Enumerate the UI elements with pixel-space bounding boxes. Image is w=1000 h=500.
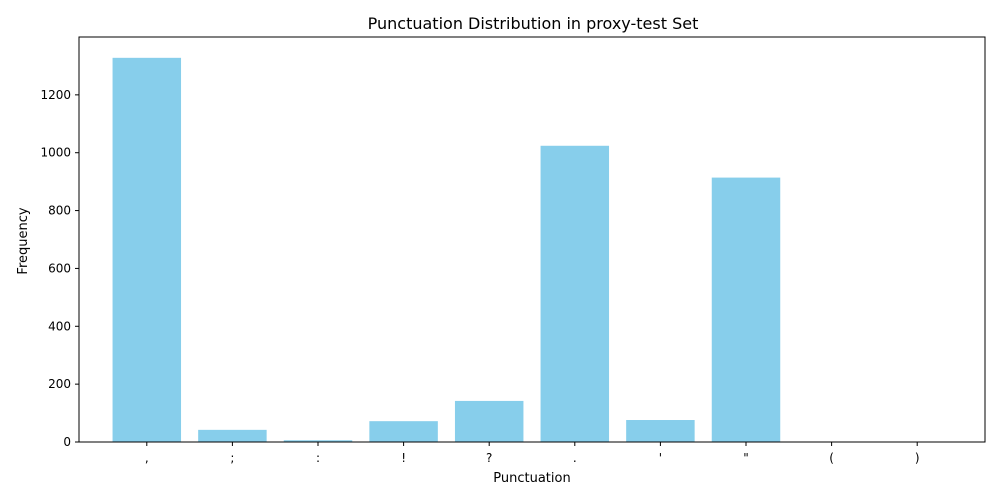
plot-frame (78, 36, 986, 443)
bar-7 (711, 177, 781, 443)
bar-0 (112, 57, 182, 442)
x-tick-label: ! (401, 451, 406, 465)
y-axis: 0 200 400 600 800 1000 1200 (40, 88, 79, 449)
x-tick-label: ) (915, 451, 920, 465)
x-tick-label: ' (659, 451, 662, 465)
y-axis-label: Frequency (16, 207, 31, 274)
x-tick-label: , (145, 451, 149, 465)
bar-4 (454, 400, 524, 442)
x-tick-label: " (743, 451, 749, 465)
x-tick-label: ( (829, 451, 834, 465)
y-tick-label: 800 (48, 204, 71, 218)
bar-2 (283, 440, 353, 442)
y-tick-label: 400 (48, 319, 71, 333)
y-tick-label: 1200 (40, 88, 71, 102)
x-tick-label: . (573, 451, 577, 465)
x-tick-label: ; (230, 451, 234, 465)
y-tick-label: 600 (48, 261, 71, 275)
x-tick-label: ? (486, 451, 492, 465)
chart-title: Punctuation Distribution in proxy-test S… (368, 14, 699, 33)
x-axis-label: Punctuation (493, 471, 570, 486)
bar-6 (626, 420, 695, 442)
y-tick-label: 1000 (40, 146, 71, 160)
bars-group (112, 57, 781, 443)
x-axis: ,;:!?. ' " () (145, 442, 920, 465)
bar-1 (198, 429, 267, 442)
y-tick-label: 0 (63, 435, 71, 449)
bar-3 (369, 421, 438, 442)
y-tick-label: 200 (48, 377, 71, 391)
bar-5 (540, 145, 610, 442)
x-tick-label: : (316, 451, 320, 465)
